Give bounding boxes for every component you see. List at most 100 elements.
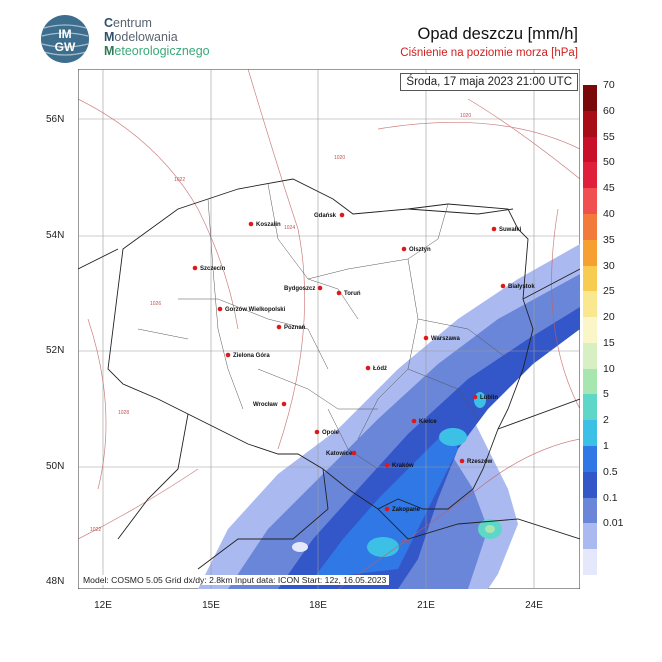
voivodeship-borders — [137, 183, 509, 470]
colorbar-cell — [583, 110, 597, 138]
city-marker-opole — [314, 429, 320, 435]
map-title: Opad deszczu [mm/h] — [417, 25, 578, 43]
city-label: Koszalin — [256, 222, 281, 228]
city-label: Gorzów Wielkopolski — [225, 307, 286, 313]
city-marker-krakow — [384, 462, 390, 468]
colorbar-label: 30 — [603, 259, 615, 272]
city-label: Szczecin — [200, 266, 226, 272]
city-label: Łódź — [373, 366, 387, 372]
colorbar-label: 0.1 — [603, 491, 618, 504]
city-label: Rzeszów — [467, 459, 493, 465]
isobar-labels: 1020 1022 1024 1026 1028 1022 1020 1018 — [90, 113, 471, 546]
colorbar-label: 45 — [603, 182, 615, 195]
colorbar-label: 0.01 — [603, 517, 624, 530]
imgw-logo: IM GW — [41, 15, 89, 63]
colorbar-label: 1 — [603, 440, 609, 453]
lon-label: 15E — [202, 600, 220, 611]
colorbar-label: 35 — [603, 233, 615, 246]
precip-low — [228, 274, 580, 589]
city-marker-lodz — [365, 365, 371, 371]
city-marker-zakopane — [384, 506, 390, 512]
colorbar-label: 10 — [603, 362, 615, 375]
city-marker-zielona-gora — [225, 352, 231, 358]
colorbar-label: 40 — [603, 207, 615, 220]
city-marker-bydgoszcz — [317, 285, 323, 291]
precip-moderate-2 — [313, 429, 458, 579]
city-marker-bialystok — [500, 283, 506, 289]
city-marker-szczecin — [192, 265, 198, 271]
colorbar-cell — [583, 523, 597, 550]
city-label: Gdańsk — [314, 213, 337, 219]
colorbar-cell — [583, 368, 597, 395]
isobar-label: 1028 — [118, 410, 129, 416]
colorbar-label: 2 — [603, 414, 609, 427]
lat-label: 50N — [46, 461, 65, 472]
city-label: Opole — [322, 430, 340, 436]
precip-core-east — [485, 525, 495, 533]
lat-label: 52N — [46, 345, 65, 356]
isobar-label: 1020 — [334, 155, 345, 161]
lon-label: 24E — [525, 600, 543, 611]
city-marker-poznan — [276, 324, 282, 330]
organization-name: Centrum Modelowania Meteorologicznego — [104, 16, 210, 58]
logo-text-top: IM — [58, 27, 71, 41]
colorbar-cell — [583, 549, 597, 576]
colorbar-label: 15 — [603, 336, 615, 349]
org-line-2: Modelowania — [104, 30, 178, 44]
colorbar-cell — [583, 291, 597, 318]
isobar-label: 1022 — [90, 527, 101, 533]
city-marker-gorzow — [217, 306, 223, 312]
logo-text-bottom: GW — [55, 40, 76, 54]
isobar-label: 1024 — [284, 225, 295, 231]
city-marker-katowice — [351, 450, 357, 456]
lat-label: 56N — [46, 114, 65, 125]
forecast-timestamp: Środa, 17 maja 2023 21:00 UTC — [400, 73, 578, 91]
city-label: Białystok — [508, 284, 535, 290]
colorbar-label: 20 — [603, 311, 615, 324]
city-label: Katowice — [326, 451, 353, 457]
lat-label: 54N — [46, 230, 65, 241]
precipitation-colorbar — [583, 85, 597, 576]
gridlines — [78, 69, 580, 589]
lon-label: 12E — [94, 600, 112, 611]
colorbar-cell — [583, 213, 597, 241]
city-label: Kielce — [419, 419, 437, 425]
country-borders — [78, 178, 580, 570]
city-marker-suwalki — [491, 226, 497, 232]
model-info: Model: COSMO 5.05 Grid dx/dy: 2.8km Inpu… — [80, 575, 390, 585]
precip-heavy-kielce — [439, 428, 467, 446]
city-label: Warszawa — [431, 336, 460, 342]
colorbar-label: 25 — [603, 285, 615, 298]
city-label: Lublin — [480, 395, 498, 401]
colorbar-cell — [583, 446, 597, 473]
city-marker-kielce — [411, 418, 417, 424]
colorbar-label: 60 — [603, 104, 615, 117]
city-marker-koszalin — [248, 221, 254, 227]
colorbar-cell — [583, 342, 597, 370]
colorbar-cell — [583, 317, 597, 344]
lon-label: 18E — [309, 600, 327, 611]
city-label: Olsztyn — [409, 247, 431, 253]
colorbar-cell — [583, 136, 597, 163]
colorbar-cell — [583, 420, 597, 447]
colorbar-cell — [583, 265, 597, 292]
city-marker-lublin — [472, 394, 478, 400]
colorbar-cell — [583, 85, 597, 112]
forecast-map: 1020 1022 1024 1026 1028 1022 1020 1018 — [78, 69, 580, 589]
city-marker-wroclaw — [281, 401, 287, 407]
org-line-1: Centrum — [104, 16, 152, 30]
city-label: Zielona Góra — [233, 353, 270, 359]
org-line-3: Meteorologicznego — [104, 44, 210, 58]
isobar-label: 1020 — [460, 113, 471, 119]
city-marker-olsztyn — [401, 246, 407, 252]
isobar-label: 1026 — [150, 301, 161, 307]
city-label: Suwałki — [499, 227, 522, 233]
colorbar-cell — [583, 239, 597, 267]
map-subtitle: Ciśnienie na poziomie morza [hPa] — [400, 47, 578, 59]
precip-heavy-south — [367, 537, 399, 557]
city-markers — [192, 212, 506, 512]
colorbar-label: 70 — [603, 79, 615, 91]
colorbar-label: 5 — [603, 388, 609, 401]
city-marker-torun — [336, 290, 342, 296]
isobar-label: 1022 — [174, 177, 185, 183]
